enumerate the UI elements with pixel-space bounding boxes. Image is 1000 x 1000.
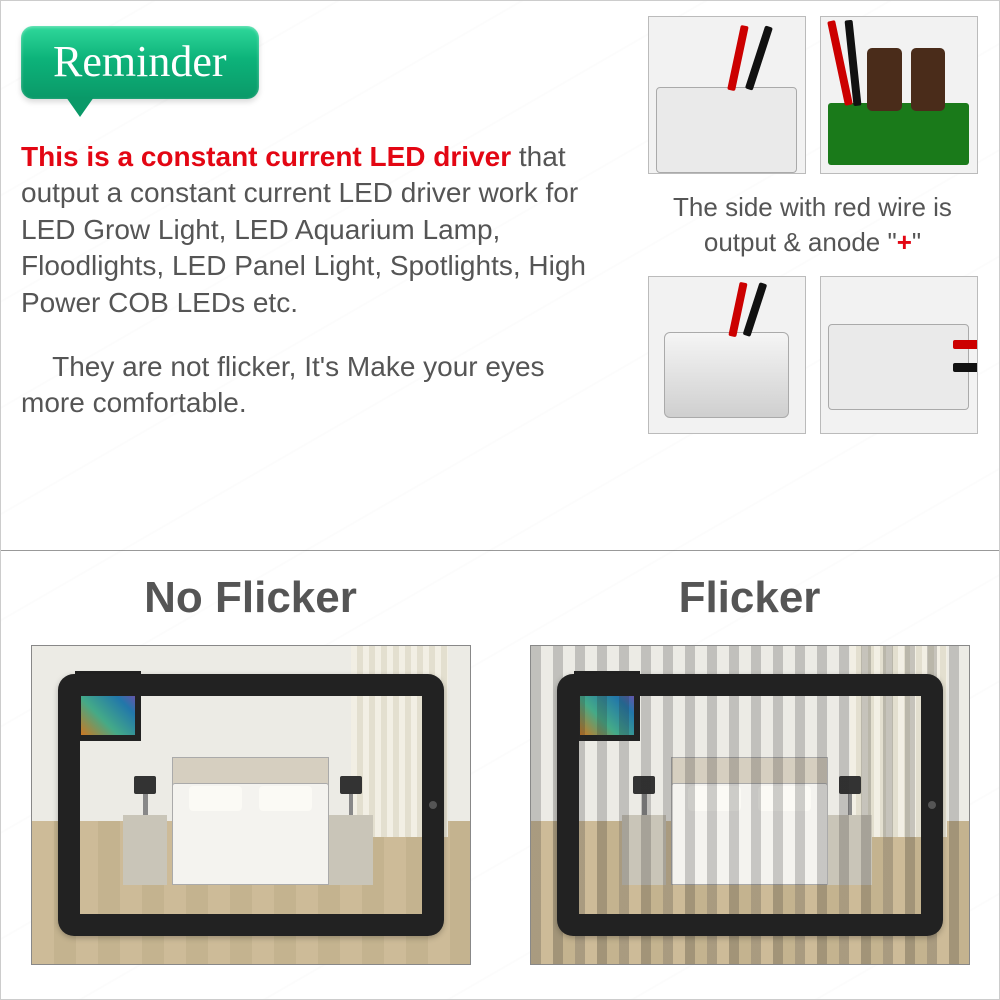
no-flicker-column: No Flicker — [1, 551, 500, 999]
tablet-frame-icon — [58, 674, 444, 936]
wire-note-post: " — [912, 227, 921, 257]
product-grid-bottom — [648, 276, 978, 434]
description-text: This is a constant current LED driver th… — [21, 139, 606, 422]
wire-note-pre: output & anode " — [704, 227, 897, 257]
flicker-column: Flicker — [500, 551, 999, 999]
product-grid-top — [648, 16, 978, 174]
product-image-3 — [648, 276, 806, 434]
description-para-2: They are not flicker, It's Make your eye… — [21, 349, 606, 422]
indent — [21, 351, 52, 382]
description-highlight: This is a constant current LED driver — [21, 141, 511, 172]
wire-note: The side with red wire is output & anode… — [673, 190, 952, 260]
flicker-title: Flicker — [679, 573, 821, 623]
no-flicker-title: No Flicker — [144, 573, 357, 623]
product-images-panel: The side with red wire is output & anode… — [626, 1, 999, 550]
tablet-frame-icon — [557, 674, 943, 936]
flicker-comparison: No Flicker Flicker — [1, 551, 999, 999]
product-image-2 — [820, 16, 978, 174]
product-image-1 — [648, 16, 806, 174]
wire-note-line2: output & anode "+" — [673, 225, 952, 260]
wire-note-line1: The side with red wire is — [673, 190, 952, 225]
description-para-2-text: They are not flicker, It's Make your eye… — [21, 351, 545, 418]
plus-icon: + — [897, 227, 912, 257]
description-panel: Reminder This is a constant current LED … — [1, 1, 626, 550]
description-para-1: This is a constant current LED driver th… — [21, 139, 606, 321]
top-section: Reminder This is a constant current LED … — [1, 1, 999, 551]
reminder-badge: Reminder — [21, 26, 259, 99]
no-flicker-image — [31, 645, 471, 965]
product-image-4 — [820, 276, 978, 434]
flicker-image — [530, 645, 970, 965]
